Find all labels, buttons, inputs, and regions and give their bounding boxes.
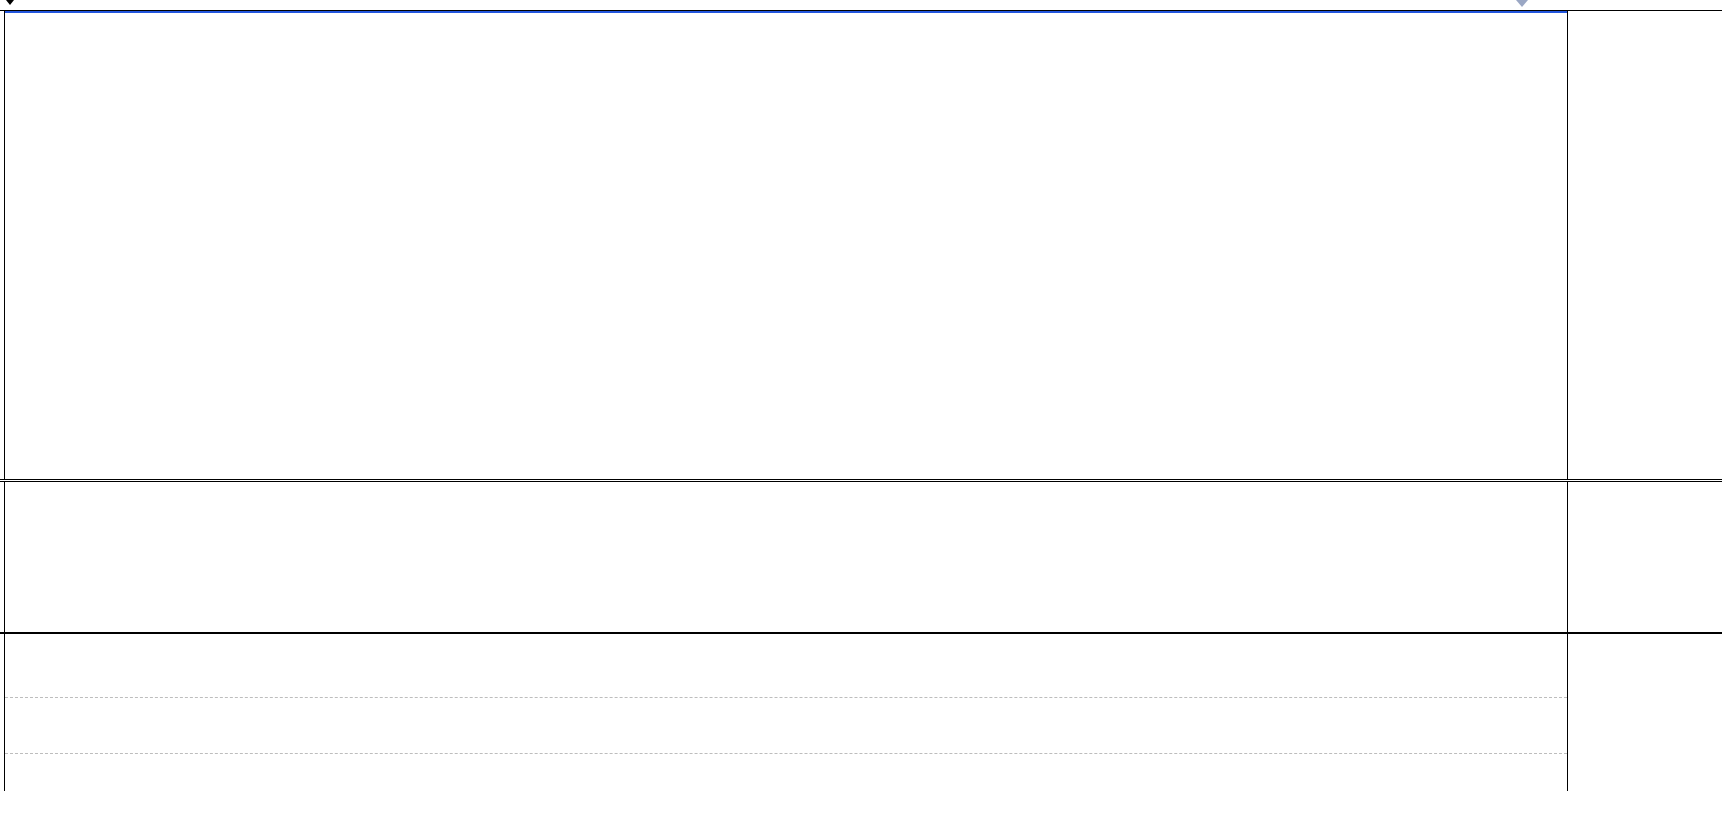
price-series-svg	[5, 11, 1567, 478]
rsi-level-30	[5, 753, 1567, 754]
date-axis-panel	[0, 791, 1722, 836]
price-panel-right-axis	[1567, 11, 1568, 479]
rsi-panel[interactable]	[0, 633, 1722, 792]
price-plot-area[interactable]	[5, 11, 1567, 478]
price-panel[interactable]	[0, 10, 1722, 480]
macd-panel-right-axis	[1567, 482, 1568, 632]
rsi-panel-left-axis	[4, 634, 5, 791]
rsi-panel-right-axis	[1567, 634, 1568, 791]
rsi-level-70	[5, 697, 1567, 698]
caret-down-icon[interactable]	[6, 0, 14, 5]
macd-panel[interactable]	[0, 481, 1722, 633]
level-line-1750[interactable]	[5, 11, 1567, 13]
macd-series-svg	[5, 482, 1567, 631]
triangle-marker-icon	[1516, 0, 1528, 7]
price-panel-left-axis	[4, 11, 5, 479]
macd-plot-area[interactable]	[5, 482, 1567, 631]
rsi-plot-area[interactable]	[5, 634, 1567, 790]
macd-panel-left-axis	[4, 482, 5, 632]
rsi-series-svg	[5, 634, 1567, 790]
chart-title-bar	[0, 0, 1722, 11]
